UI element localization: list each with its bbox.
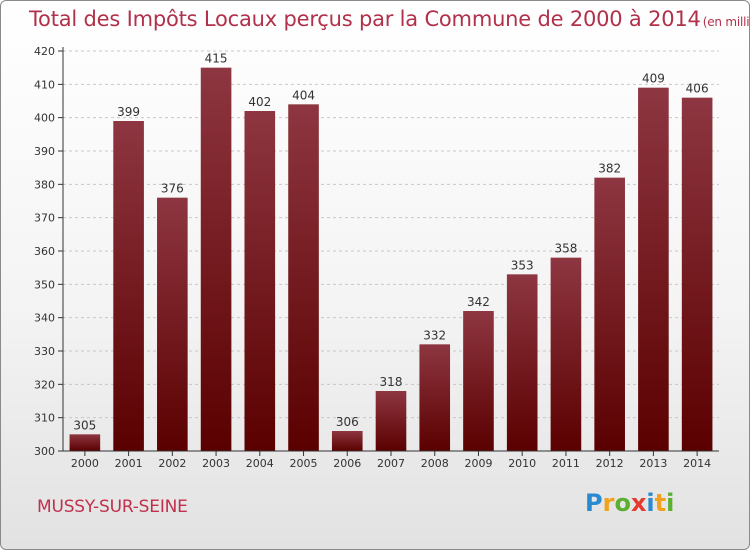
x-tick-label: 2010 — [508, 457, 536, 470]
bar-value-label: 402 — [248, 95, 271, 109]
x-tick-label: 2013 — [639, 457, 667, 470]
x-tick-label: 2011 — [552, 457, 580, 470]
bar — [550, 257, 582, 451]
bar — [638, 87, 669, 452]
chart-title: Total des Impôts Locaux perçus par la Co… — [29, 7, 750, 31]
x-tick-label: 2001 — [115, 457, 143, 470]
bar — [331, 431, 363, 451]
x-tick-label: 2004 — [246, 457, 274, 470]
bar-value-label: 332 — [423, 328, 446, 342]
bar-value-label: 404 — [292, 88, 315, 102]
y-tick-label: 320 — [34, 378, 55, 391]
y-tick-label: 370 — [34, 212, 55, 225]
logo-letter: o — [614, 489, 631, 517]
x-tick-label: 2014 — [683, 457, 711, 470]
bars — [69, 67, 713, 452]
x-tick-label: 2002 — [158, 457, 186, 470]
bar-value-label: 382 — [598, 162, 621, 176]
bar — [594, 177, 625, 451]
y-tick-label: 340 — [34, 312, 55, 325]
bar — [244, 111, 276, 451]
bar-value-label: 305 — [73, 418, 96, 432]
x-tick-label: 2006 — [333, 457, 361, 470]
bar-value-label: 342 — [467, 295, 490, 309]
bar — [69, 434, 101, 451]
bar — [681, 97, 713, 452]
logo-letter: x — [630, 489, 647, 517]
y-tick-label: 400 — [34, 112, 55, 125]
y-tick-label: 380 — [34, 178, 55, 191]
y-tick-label: 420 — [34, 45, 55, 58]
proxiti-logo[interactable]: Proxiti — [585, 489, 674, 517]
logo-letter: i — [646, 489, 655, 517]
bar — [506, 274, 538, 451]
bar — [419, 344, 451, 451]
bar — [200, 67, 232, 452]
x-tick-label: 2012 — [596, 457, 624, 470]
bar-value-label: 306 — [336, 415, 359, 429]
bar — [113, 121, 144, 451]
x-tick-label: 2007 — [377, 457, 405, 470]
chart-title-unit: (en milliers d'€) — [702, 15, 750, 29]
y-tick-label: 300 — [34, 445, 55, 458]
bar-value-label: 409 — [642, 72, 665, 86]
x-tick-label: 2009 — [464, 457, 492, 470]
bar-value-label: 353 — [511, 258, 534, 272]
x-tick-label: 2008 — [421, 457, 449, 470]
logo-letter: r — [602, 489, 615, 517]
data-labels: 305 399 376 415 402 404 306 318 332 342 353 358 382 4… — [73, 52, 708, 433]
bar-value-label: 415 — [205, 52, 228, 66]
bar-value-label: 399 — [117, 105, 140, 119]
bar — [375, 391, 407, 451]
logo-letter: P — [585, 489, 603, 517]
commune-name: MUSSY-SUR-SEINE — [37, 497, 188, 517]
y-tick-label: 330 — [34, 345, 55, 358]
y-tick-label: 350 — [34, 278, 55, 291]
bar — [288, 104, 319, 451]
x-tick-label: 2000 — [71, 457, 99, 470]
bar-value-label: 406 — [686, 82, 709, 96]
axes: 300 310 320 330 340 350 360 370 380 390 400 410 420 2… — [34, 45, 719, 470]
y-tick-label: 310 — [34, 412, 55, 425]
x-tick-label: 2005 — [290, 457, 318, 470]
bar — [157, 197, 188, 451]
bar — [463, 311, 494, 451]
logo-letter: i — [666, 489, 675, 517]
bar-value-label: 318 — [380, 375, 403, 389]
bar-value-label: 376 — [161, 182, 184, 196]
chart-title-text: Total des Impôts Locaux perçus par la Co… — [29, 7, 701, 31]
y-tick-label: 410 — [34, 78, 55, 91]
y-tick-label: 360 — [34, 245, 55, 258]
y-tick-label: 390 — [34, 145, 55, 158]
x-tick-label: 2003 — [202, 457, 230, 470]
logo-letter: t — [654, 489, 667, 517]
bar-value-label: 358 — [554, 242, 577, 256]
